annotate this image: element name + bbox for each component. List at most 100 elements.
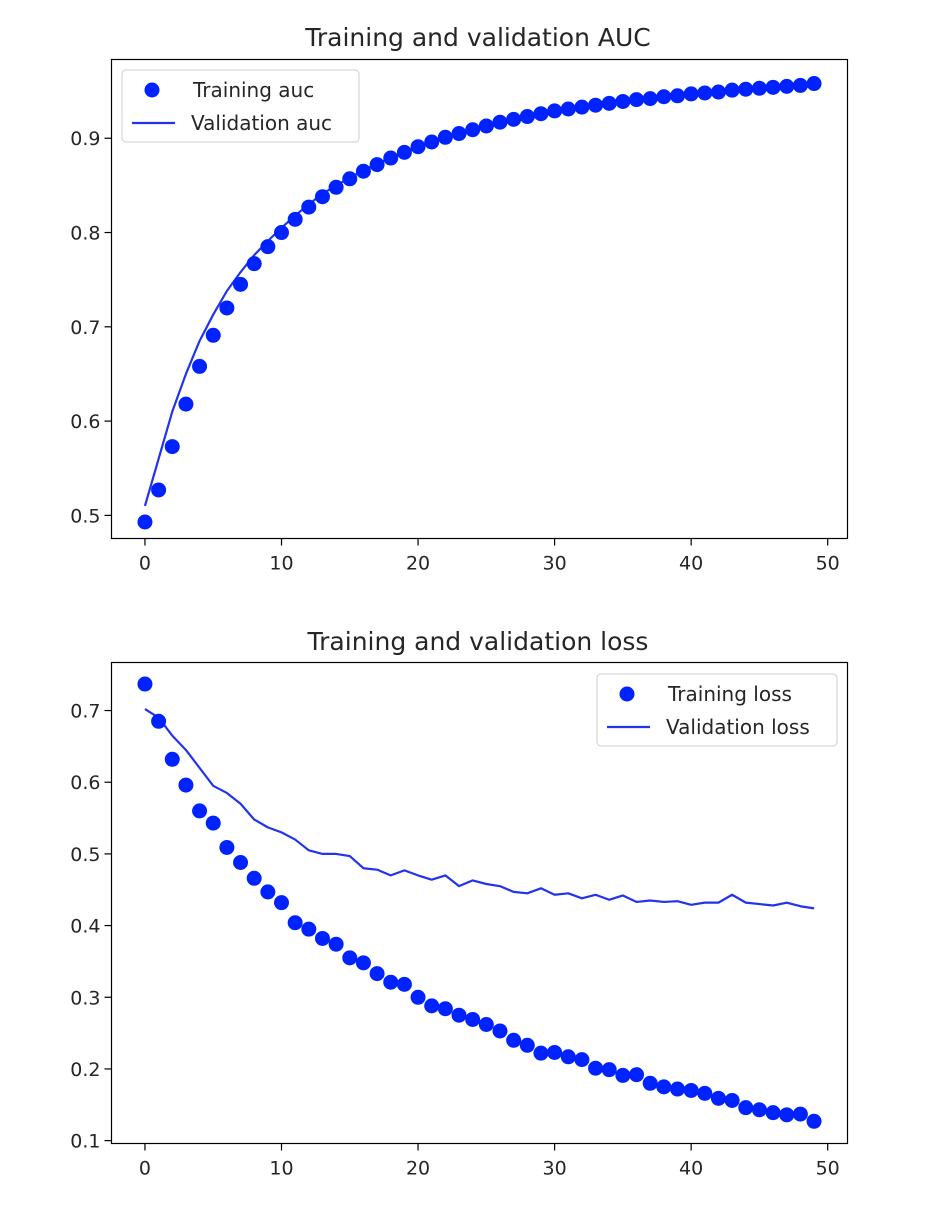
auc-x-tick-label: 20 xyxy=(406,553,430,575)
auc-y-tick-label: 0.6 xyxy=(70,411,100,433)
auc-training-point xyxy=(301,199,317,215)
auc-training-point xyxy=(779,78,795,94)
auc-training-point xyxy=(410,139,426,155)
loss-training-point xyxy=(670,1081,685,1097)
auc-legend-label-validation: Validation auc xyxy=(191,111,332,135)
loss-training-point xyxy=(656,1079,672,1095)
auc-training-point xyxy=(724,82,740,98)
auc-training-point xyxy=(560,101,576,117)
loss-x-tick-label: 50 xyxy=(816,1158,840,1180)
auc-training-point xyxy=(792,77,808,93)
loss-validation-line xyxy=(144,708,815,910)
loss-x-tick-label: 30 xyxy=(543,1158,567,1180)
loss-y-tick-label: 0.6 xyxy=(70,772,100,794)
loss-training-point xyxy=(287,915,303,931)
loss-axes-frame xyxy=(110,661,849,1145)
loss-training-point xyxy=(642,1075,658,1091)
auc-training-point xyxy=(219,300,235,316)
loss-y-tick-label: 0.5 xyxy=(70,844,100,866)
loss-training-point xyxy=(178,777,194,793)
auc-training-point xyxy=(615,93,631,109)
loss-training-point xyxy=(137,676,153,692)
loss-y-tick-label: 0.7 xyxy=(70,701,100,723)
loss-training-point xyxy=(164,751,180,767)
auc-legend-box xyxy=(121,69,360,143)
auc-training-point xyxy=(164,439,180,455)
loss-training-point xyxy=(437,1001,453,1017)
auc-training-point xyxy=(383,150,399,166)
auc-training-point xyxy=(355,163,371,179)
auc-plot-area xyxy=(137,76,822,530)
loss-training-point xyxy=(424,998,440,1014)
loss-training-point xyxy=(710,1090,726,1106)
auc-training-point xyxy=(751,80,767,96)
auc-training-point xyxy=(233,276,249,292)
auc-x-tick-label: 40 xyxy=(679,553,703,575)
auc-training-point xyxy=(710,84,726,100)
loss-training-point xyxy=(806,1113,822,1129)
loss-legend: Training loss Validation loss xyxy=(596,673,838,747)
auc-training-point xyxy=(629,92,645,108)
loss-training-point xyxy=(547,1044,563,1060)
loss-training-point xyxy=(314,930,330,946)
auc-validation-line xyxy=(143,85,815,507)
loss-training-point xyxy=(629,1067,645,1083)
auc-training-point xyxy=(151,482,167,498)
loss-x-tick-label: 10 xyxy=(269,1158,293,1180)
auc-y-tick-label: 0.5 xyxy=(70,505,100,527)
auc-x-tick-label: 10 xyxy=(269,553,293,575)
loss-training-point xyxy=(779,1107,795,1123)
loss-training-point xyxy=(151,713,167,729)
loss-training-point xyxy=(588,1060,604,1076)
auc-training-point xyxy=(192,358,208,374)
loss-training-point xyxy=(478,1017,494,1032)
loss-legend-label-validation: Validation loss xyxy=(666,715,810,739)
auc-legend-label-training: Training auc xyxy=(192,78,314,102)
auc-training-point xyxy=(588,97,604,113)
loss-plot-area xyxy=(137,676,822,1129)
loss-training-point xyxy=(697,1085,713,1101)
auc-y-tick-label: 0.7 xyxy=(70,317,100,339)
auc-training-point xyxy=(574,99,590,115)
auc-x-axis: 0 10 20 30 40 50 xyxy=(139,538,840,575)
auc-training-point xyxy=(492,114,508,130)
auc-training-point xyxy=(437,129,453,145)
loss-training-point xyxy=(260,884,276,900)
loss-legend-marker-training xyxy=(619,686,635,702)
auc-training-point xyxy=(601,95,617,111)
auc-training-point xyxy=(314,189,330,205)
loss-training-point xyxy=(792,1106,808,1122)
auc-training-point xyxy=(697,85,713,101)
auc-training-point xyxy=(137,514,153,530)
auc-training-point xyxy=(342,171,358,187)
auc-y-tick-label: 0.9 xyxy=(70,128,100,150)
loss-training-point xyxy=(574,1052,590,1068)
loss-training-point xyxy=(492,1023,508,1039)
loss-training-point xyxy=(355,955,371,971)
loss-training-point xyxy=(274,895,289,911)
loss-training-point xyxy=(451,1007,467,1023)
auc-training-point xyxy=(478,118,494,134)
auc-chart-title: Training and validation AUC xyxy=(304,23,650,52)
auc-training-point xyxy=(806,76,822,92)
auc-y-axis: 0.5 0.6 0.7 0.8 0.9 xyxy=(70,128,112,527)
auc-x-tick-label: 50 xyxy=(816,553,840,575)
auc-training-point xyxy=(765,79,781,95)
loss-y-axis: 0.1 0.2 0.3 0.4 0.5 0.6 0.7 xyxy=(70,701,112,1153)
auc-training-point xyxy=(519,109,535,125)
loss-training-point xyxy=(683,1082,699,1098)
loss-legend-label-training: Training loss xyxy=(667,682,792,706)
loss-y-tick-label: 0.4 xyxy=(70,916,100,938)
auc-training-point xyxy=(260,239,276,255)
auc-legend: Training auc Validation auc xyxy=(121,69,360,143)
loss-chart-title: Training and validation loss xyxy=(307,627,649,656)
auc-x-tick-label: 30 xyxy=(543,553,567,575)
auc-training-point xyxy=(396,144,412,160)
auc-training-point xyxy=(683,86,699,102)
loss-training-point xyxy=(369,966,385,982)
auc-training-point xyxy=(369,157,385,173)
loss-training-point xyxy=(219,839,235,855)
loss-x-axis: 0 10 20 30 40 50 xyxy=(139,1143,840,1180)
loss-training-point xyxy=(519,1037,535,1053)
